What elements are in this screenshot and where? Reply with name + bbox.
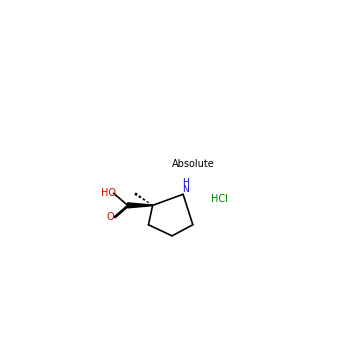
Text: Absolute: Absolute: [171, 159, 214, 169]
Text: HO: HO: [101, 188, 116, 198]
Polygon shape: [128, 203, 153, 208]
Text: N: N: [182, 185, 189, 194]
Text: HCl: HCl: [211, 194, 228, 204]
Text: H: H: [182, 179, 189, 188]
Text: O: O: [106, 212, 114, 222]
